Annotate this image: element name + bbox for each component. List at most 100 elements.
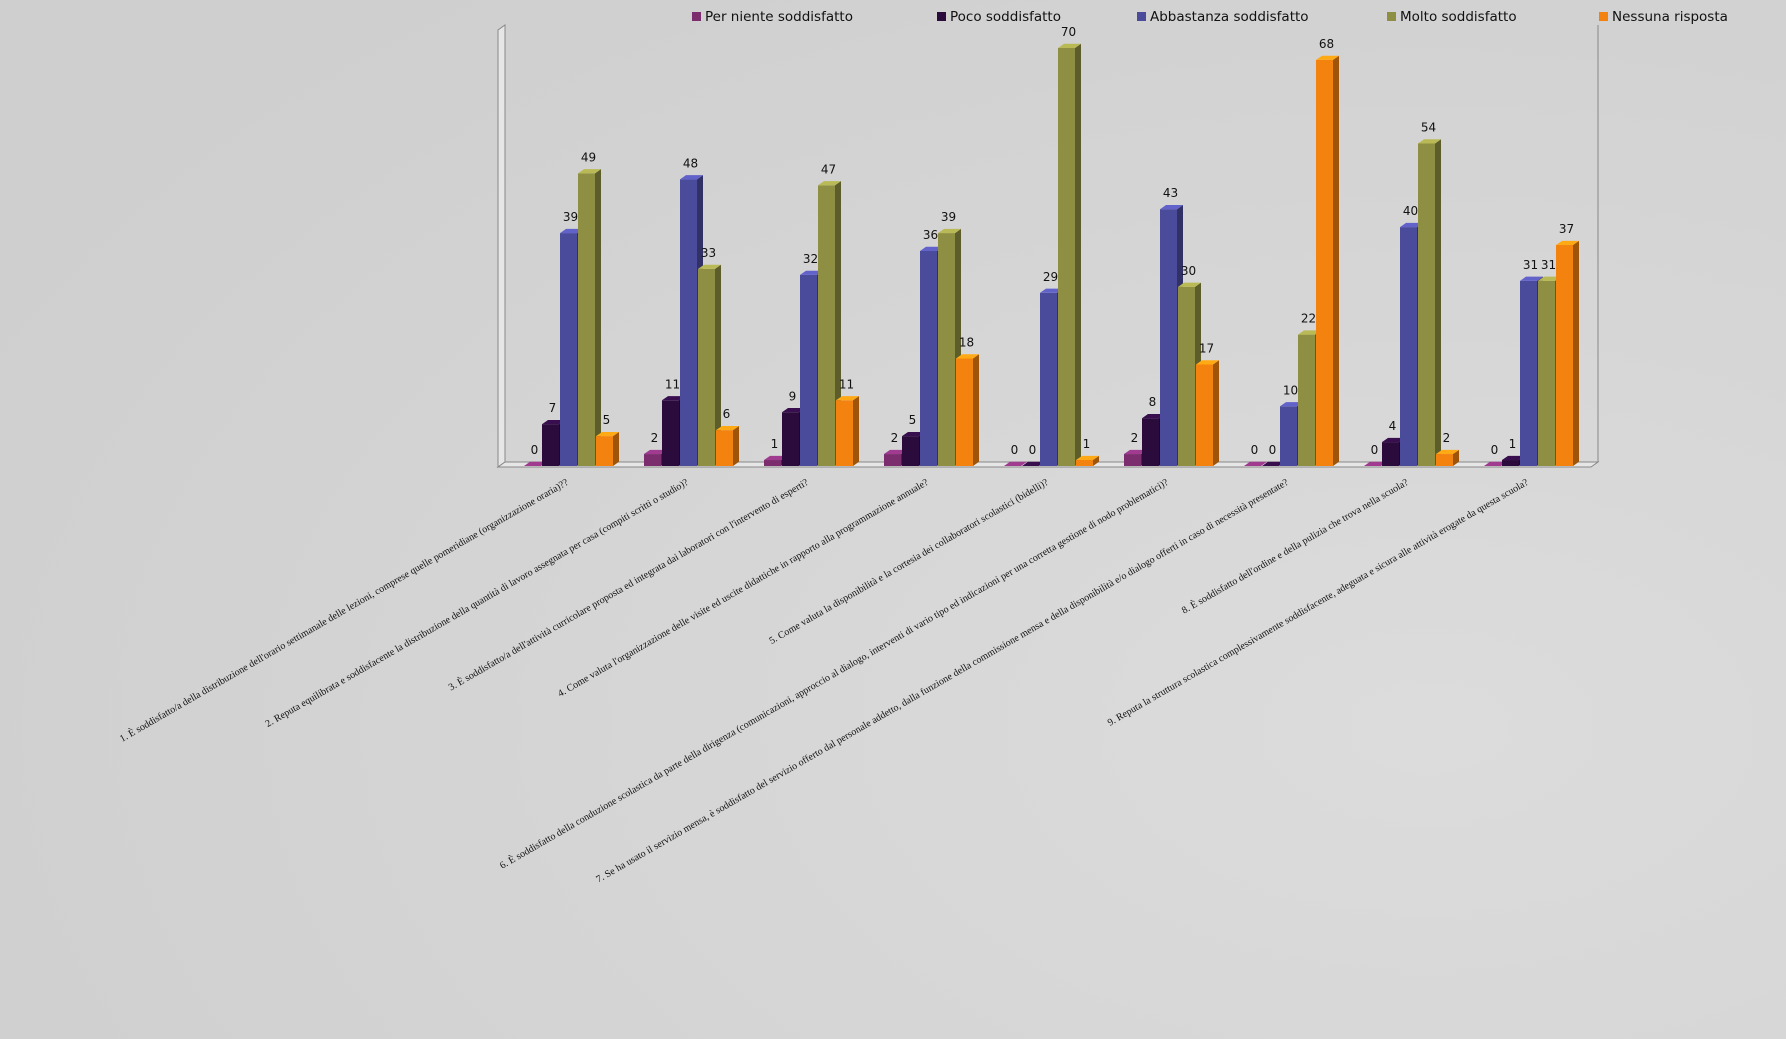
bar-side xyxy=(1333,55,1339,466)
value-label: 0 xyxy=(1491,443,1499,457)
bar-top xyxy=(1280,402,1303,407)
bar-top xyxy=(1160,204,1183,210)
bar-top xyxy=(938,228,961,234)
bar-top xyxy=(698,264,721,269)
bar-top xyxy=(1058,43,1081,48)
value-label: 11 xyxy=(665,377,680,391)
value-label: 47 xyxy=(821,162,836,176)
value-label: 29 xyxy=(1043,270,1058,284)
value-label: 18 xyxy=(959,336,974,350)
value-label: 0 xyxy=(1029,443,1037,457)
bar xyxy=(578,173,595,466)
bar xyxy=(698,268,715,466)
bar-top xyxy=(1382,437,1405,443)
bar-top xyxy=(1040,288,1063,293)
bar-top xyxy=(1400,222,1423,228)
value-label: 1 xyxy=(771,437,779,451)
bar-side xyxy=(715,264,721,466)
legend-swatch xyxy=(937,12,946,21)
legend-swatch xyxy=(1599,12,1608,21)
bar-side xyxy=(1435,139,1441,467)
value-label: 5 xyxy=(909,413,917,427)
value-label: 32 xyxy=(803,252,818,266)
value-label: 70 xyxy=(1061,25,1076,39)
bar-top xyxy=(1298,330,1321,335)
bar xyxy=(644,454,661,466)
bar xyxy=(596,436,613,466)
bar-top xyxy=(1364,461,1387,466)
bar xyxy=(764,460,781,466)
bar xyxy=(1040,292,1057,466)
bar-top xyxy=(836,396,859,401)
bar-top xyxy=(1076,455,1099,461)
legend-label: Per niente soddisfatto xyxy=(705,9,853,25)
bar-side xyxy=(613,431,619,466)
bar-top xyxy=(644,449,667,455)
bar xyxy=(1196,364,1213,466)
value-label: 2 xyxy=(651,431,659,445)
bar-top xyxy=(560,228,583,234)
value-label: 0 xyxy=(1011,443,1019,457)
bar-top xyxy=(1004,461,1027,466)
value-label: 1 xyxy=(1509,437,1517,451)
bar xyxy=(1142,418,1159,466)
bar-top xyxy=(716,425,739,431)
value-label: 0 xyxy=(1251,443,1259,457)
bar-side xyxy=(835,181,841,466)
value-label: 49 xyxy=(581,150,596,164)
bar-side xyxy=(1213,360,1219,466)
bar-top xyxy=(596,431,619,437)
bar-top xyxy=(1520,276,1543,281)
legend-swatch xyxy=(692,12,701,21)
bar xyxy=(884,454,901,466)
bar xyxy=(1436,454,1453,466)
value-label: 39 xyxy=(941,210,956,224)
back-wall xyxy=(497,24,506,468)
value-label: 40 xyxy=(1403,204,1418,218)
value-label: 5 xyxy=(603,413,611,427)
value-label: 2 xyxy=(1443,431,1451,445)
bar xyxy=(1538,280,1555,466)
bar-side xyxy=(1573,240,1579,466)
value-label: 9 xyxy=(789,389,797,403)
value-label: 37 xyxy=(1559,222,1574,236)
legend-swatch xyxy=(1137,12,1146,21)
bar-side xyxy=(595,169,601,466)
bar-top xyxy=(818,181,841,186)
bar-top xyxy=(578,169,601,174)
bar-top xyxy=(1022,461,1045,466)
bar-top xyxy=(524,461,547,466)
bar xyxy=(920,251,937,466)
value-label: 33 xyxy=(701,246,716,260)
bar-top xyxy=(1436,449,1459,455)
legend-label: Nessuna risposta xyxy=(1612,9,1728,25)
bar-top xyxy=(542,419,565,425)
value-label: 31 xyxy=(1541,258,1556,272)
value-label: 0 xyxy=(1371,443,1379,457)
bar xyxy=(1124,454,1141,466)
bar-top xyxy=(1538,276,1561,281)
legend: Per niente soddisfatto Poco soddisfatto Ab… xyxy=(692,9,1728,25)
bar-top xyxy=(1502,455,1525,461)
value-label: 39 xyxy=(563,210,578,224)
bar xyxy=(1058,47,1075,466)
bar-top xyxy=(1316,55,1339,60)
bar xyxy=(818,185,835,467)
bar xyxy=(716,430,733,466)
bar xyxy=(1502,460,1519,466)
value-label: 1 xyxy=(1083,437,1091,451)
bar-top xyxy=(1142,414,1165,419)
bar-top xyxy=(1484,461,1507,466)
bar-side xyxy=(1075,43,1081,466)
bar-top xyxy=(1196,360,1219,365)
value-label: 4 xyxy=(1389,419,1397,433)
bar-top xyxy=(662,396,685,401)
legend-swatch xyxy=(1387,12,1396,21)
bar xyxy=(1316,59,1333,467)
bar-top xyxy=(782,408,805,413)
legend-label: Poco soddisfatto xyxy=(950,9,1061,25)
bar xyxy=(1382,442,1399,466)
bar xyxy=(1520,280,1537,466)
bar-top xyxy=(1124,449,1147,455)
value-label: 48 xyxy=(683,156,698,170)
